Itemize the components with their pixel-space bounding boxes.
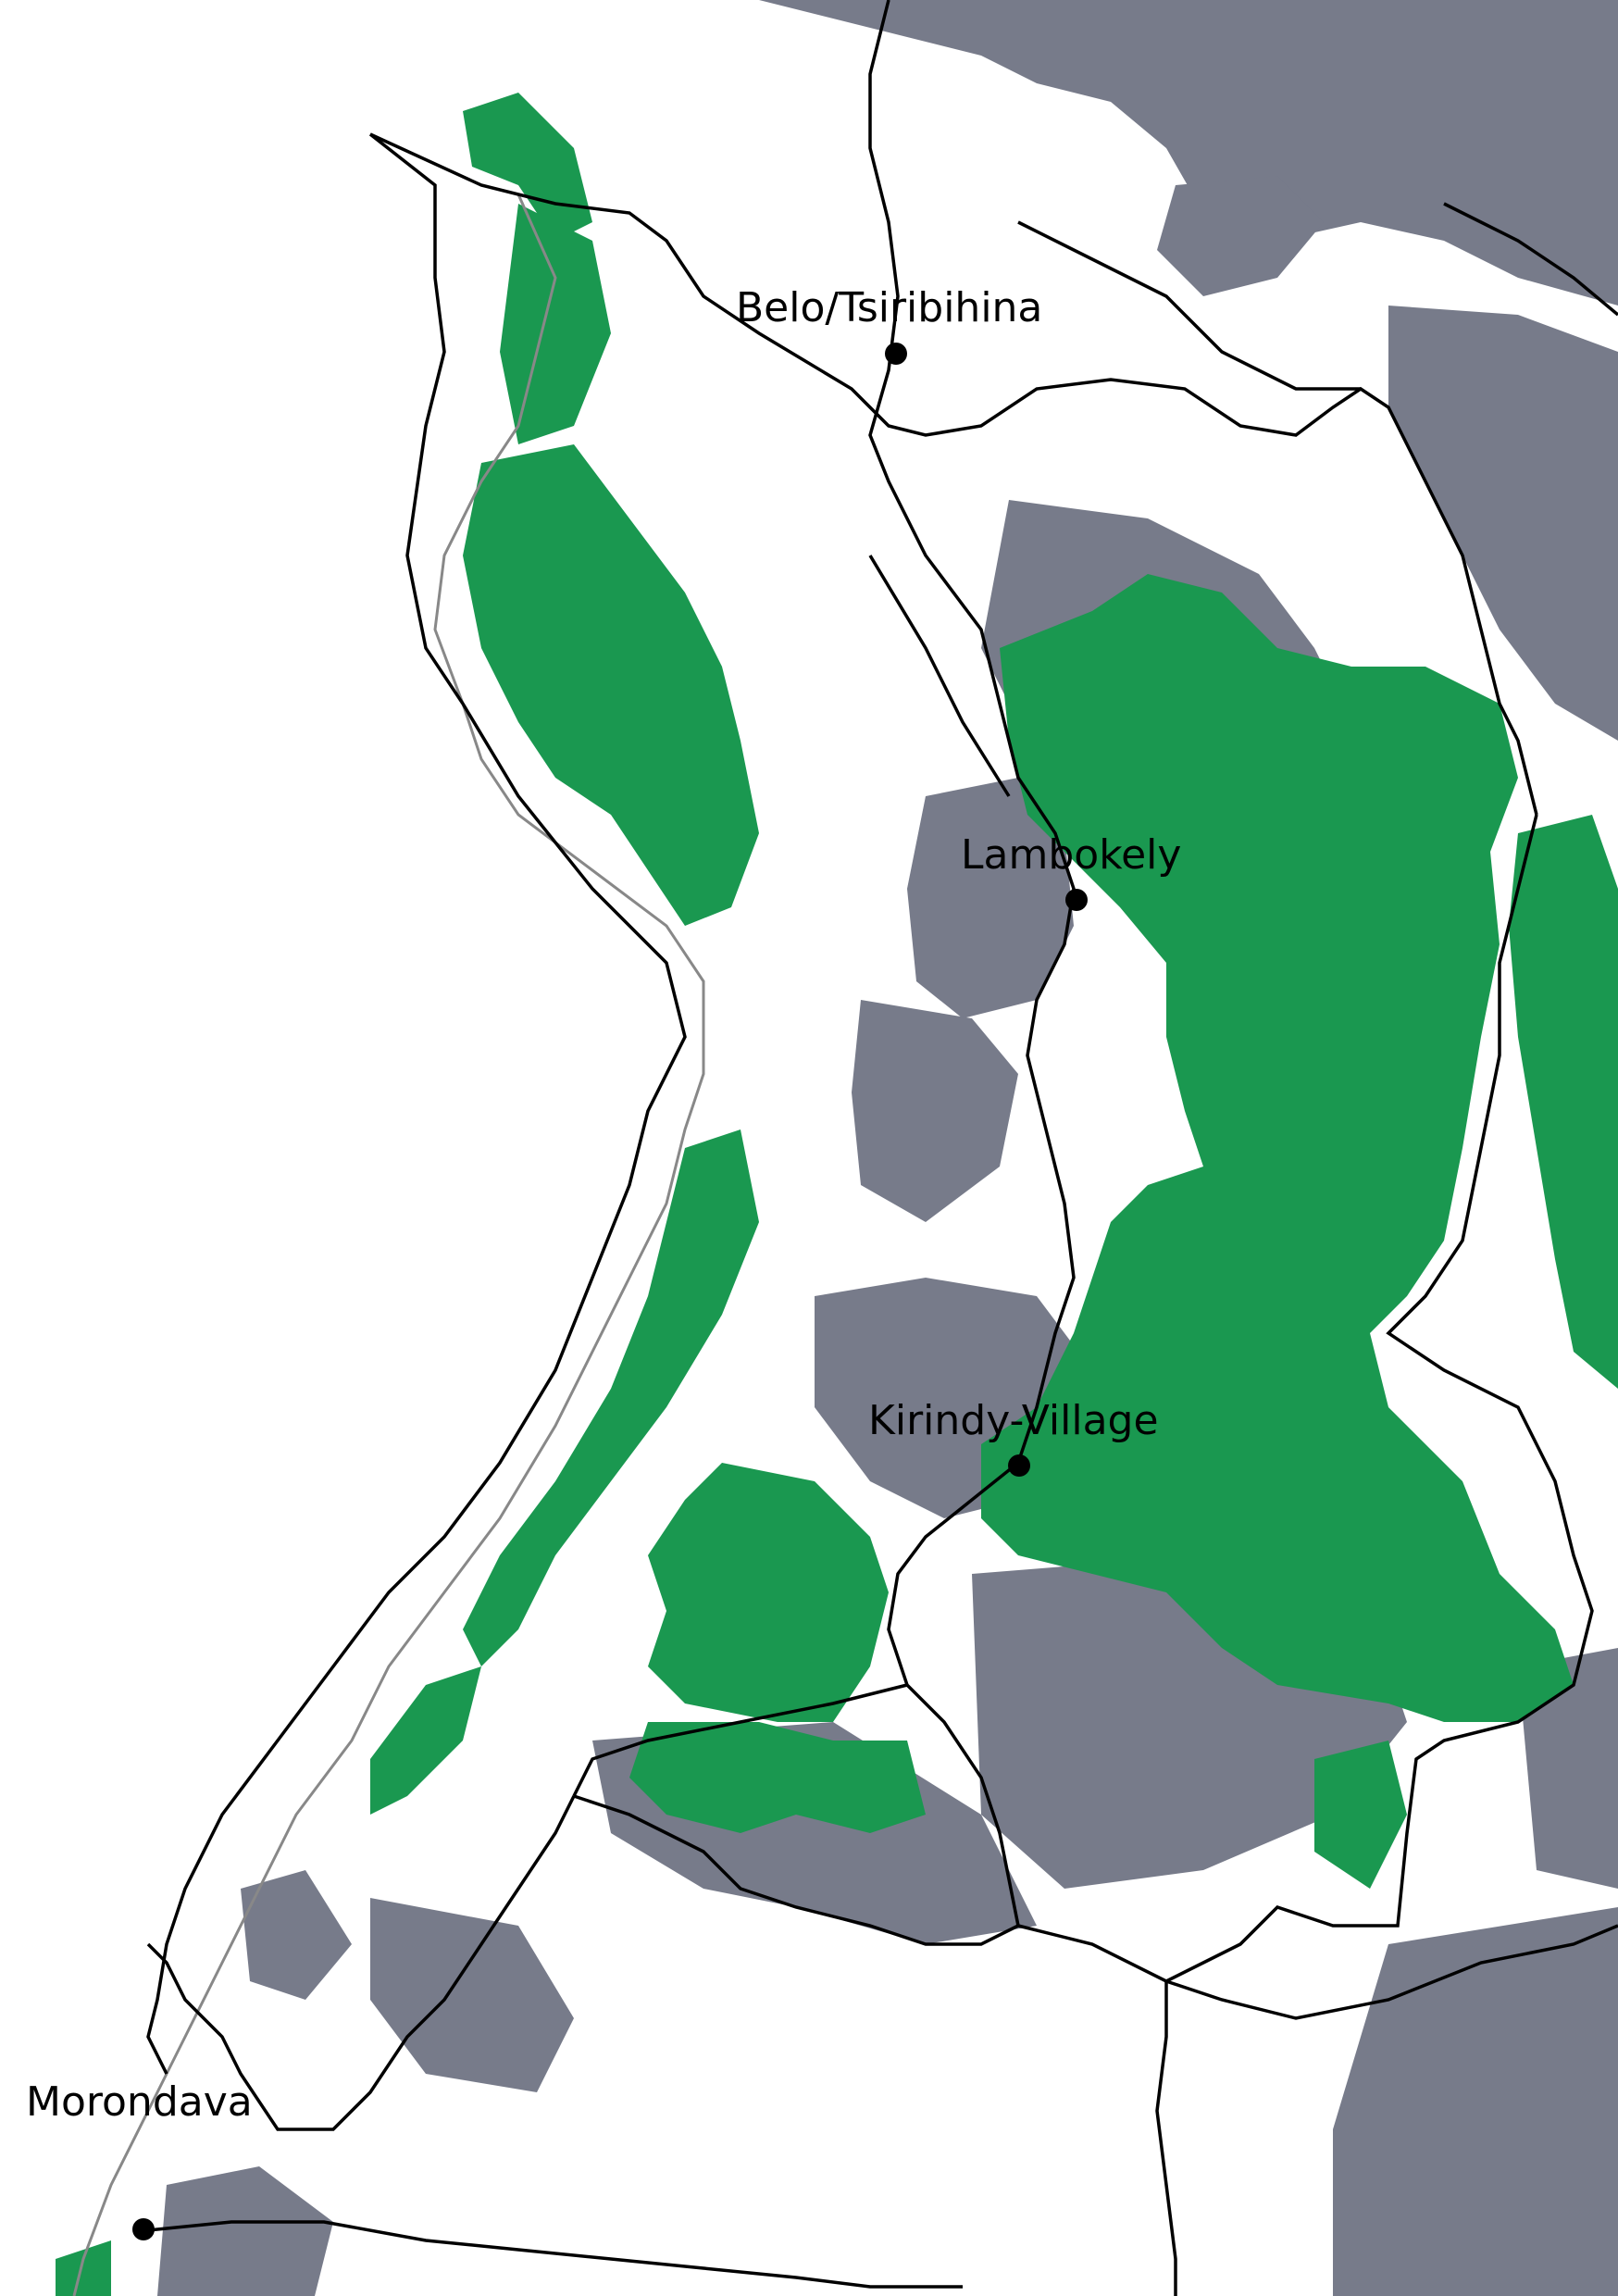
boundary-southwest — [146, 1795, 576, 2131]
town-belo-dot — [885, 343, 907, 365]
boundary-west-coast — [146, 132, 687, 2075]
coastline — [72, 193, 705, 2296]
gray-patch-south — [370, 1898, 574, 2092]
road-southwest — [572, 1683, 908, 1797]
boundary-east — [1165, 814, 1594, 1983]
town-belo-label: Belo/Tsiribihina — [736, 284, 1042, 331]
boundary-south-inner — [573, 1794, 1019, 1946]
gray-patch-far-east — [1518, 1648, 1618, 1889]
coastline-layer — [72, 193, 705, 2296]
town-lambokely-dot — [1065, 889, 1088, 911]
gray-patch-belo-east — [1157, 176, 1324, 296]
forest-patch-coast-mid — [463, 1129, 759, 1666]
town-kirindy[interactable]: Kirindy-Village — [868, 1397, 1159, 1477]
town-lambokely[interactable]: Lambokely — [961, 831, 1181, 911]
gray-patch-west-lambokely — [907, 778, 1074, 1018]
gray-patch-north — [759, 0, 1618, 306]
town-kirindy-dot — [1008, 1454, 1030, 1477]
gray-patch-southeast — [1333, 1907, 1618, 2296]
town-kirindy-label: Kirindy-Village — [868, 1397, 1159, 1444]
road-far-northeast — [1443, 202, 1618, 317]
forest-patch-main-east — [981, 574, 1574, 1722]
forest-patch-delta — [463, 444, 759, 926]
road-morondava-east — [138, 2220, 963, 2289]
boundaries-roads-layer — [138, 0, 1618, 2296]
forest-patch-far-east — [1509, 815, 1618, 1389]
road-northeast — [1017, 220, 1361, 391]
degraded-vegetation-layer — [157, 0, 1618, 2296]
road-south-east — [1017, 1924, 1618, 2020]
forest-patch-coast-south — [370, 1666, 481, 1815]
town-markers: Belo/Tsiribihina Lambokely Kirindy-Villa… — [26, 284, 1181, 2240]
road-lambokely-west — [868, 555, 1011, 797]
road-kirindy-south — [905, 1683, 1020, 1927]
gray-patch-mid — [852, 1000, 1018, 1222]
boundary-north-top — [369, 132, 1538, 816]
forest-patch-kirindy-west — [648, 1463, 889, 1722]
forest-patch-morondava — [56, 2240, 111, 2296]
town-belo[interactable]: Belo/Tsiribihina — [736, 284, 1042, 365]
gray-patch-coast-south — [241, 1870, 352, 2000]
town-morondava-dot — [132, 2218, 155, 2240]
road-southeast-diagonal — [1155, 1981, 1177, 2296]
forest-patch-south-ext — [1314, 1741, 1407, 1889]
gray-patch-southwest — [157, 2166, 333, 2296]
gray-patch-northeast — [1388, 306, 1618, 741]
forest-layer — [56, 93, 1618, 2296]
town-morondava[interactable]: Morondava — [26, 2078, 253, 2240]
town-morondava-label: Morondava — [26, 2078, 253, 2126]
town-lambokely-label: Lambokely — [961, 831, 1181, 879]
road-north-south — [868, 0, 1076, 1686]
forest-patch-south — [629, 1722, 926, 1833]
